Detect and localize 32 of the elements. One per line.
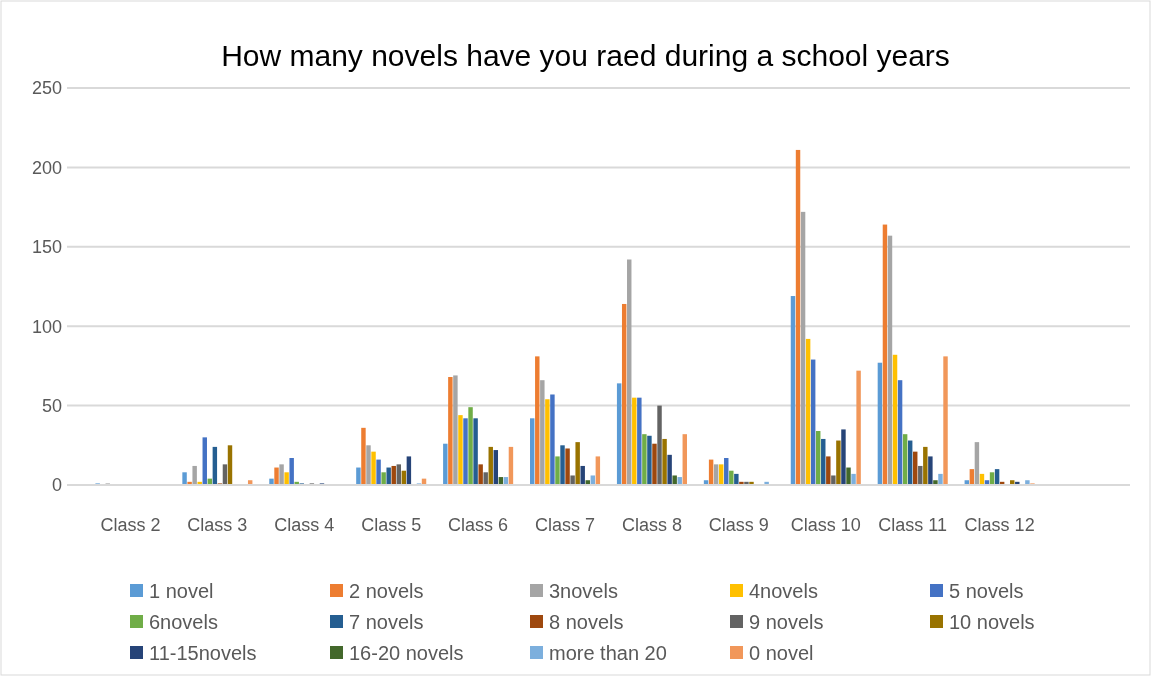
chart-title: How many novels have you raed during a school years <box>221 39 950 72</box>
x-tick-label: Class 11 <box>878 515 948 535</box>
legend-label: 6novels <box>149 611 218 633</box>
x-tick-label: Class 7 <box>535 515 596 535</box>
legend-label: 3novels <box>549 580 618 602</box>
y-tick-label: 0 <box>51 475 62 496</box>
x-tick-label: Class 10 <box>790 515 861 535</box>
x-tick-label: Class 12 <box>964 515 1035 535</box>
legend-label: 16-20 novels <box>349 642 464 664</box>
y-tick-label: 250 <box>31 78 62 99</box>
legend-label: 8 novels <box>549 611 624 633</box>
x-tick-label: Class 9 <box>708 515 769 535</box>
x-tick-label: Class 5 <box>361 515 422 535</box>
x-tick-label: Class 8 <box>621 515 682 535</box>
y-tick-label: 200 <box>31 157 62 178</box>
y-tick-label: 150 <box>31 237 62 258</box>
x-tick-label: Class 6 <box>448 515 509 535</box>
legend-label: more than 20 <box>549 642 667 664</box>
x-tick-label: Class 3 <box>187 515 248 535</box>
y-tick-label: 50 <box>41 395 62 416</box>
legend-label: 4novels <box>749 580 818 602</box>
legend-label: 0 novel <box>749 642 814 664</box>
x-tick-label: Class 2 <box>100 515 161 535</box>
y-tick-label: 100 <box>31 316 62 337</box>
legend-label: 1 novel <box>149 580 214 602</box>
legend-label: 7 novels <box>349 611 424 633</box>
legend-label: 11-15novels <box>149 642 257 664</box>
x-tick-label: Class 4 <box>274 515 335 535</box>
legend-label: 2 novels <box>349 580 424 602</box>
legend-label: 10 novels <box>949 611 1035 633</box>
legend-label: 9 novels <box>749 611 824 633</box>
legend-label: 5 novels <box>949 580 1024 602</box>
